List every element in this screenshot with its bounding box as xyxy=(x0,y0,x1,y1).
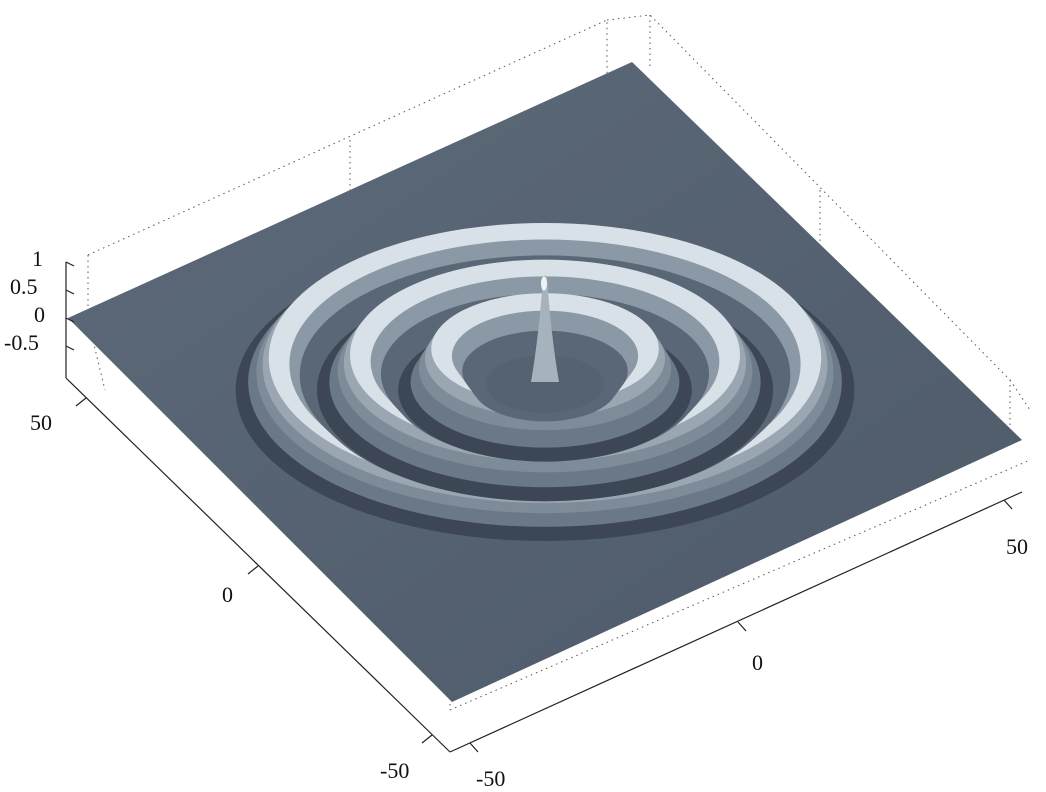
z-tick-1: 1 xyxy=(32,246,43,271)
right-tick-50: 50 xyxy=(1006,534,1028,559)
z-tick-minus-0.5: -0.5 xyxy=(4,330,39,355)
left-tick-50: 50 xyxy=(30,410,52,435)
ring-3-floor xyxy=(485,355,605,413)
center-peak-highlight xyxy=(541,276,547,291)
right-tick-0: 0 xyxy=(752,650,763,675)
surface-rings xyxy=(235,222,855,541)
z-axis xyxy=(65,261,75,378)
left-tick-0: 0 xyxy=(222,582,233,607)
z-tick-0.5: 0.5 xyxy=(10,274,38,299)
left-tick-minus-50: -50 xyxy=(380,758,409,783)
z-tick-0: 0 xyxy=(34,302,45,327)
right-tick-minus-50: -50 xyxy=(476,766,505,791)
left-axis xyxy=(65,377,451,753)
right-axis xyxy=(449,491,1023,753)
center-peak xyxy=(531,275,559,382)
